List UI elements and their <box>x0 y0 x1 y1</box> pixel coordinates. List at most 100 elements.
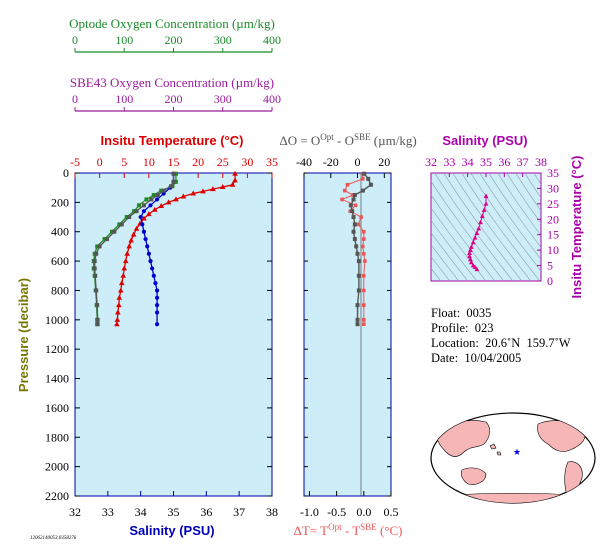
ts-point <box>467 253 472 259</box>
salinity-axis-label: Salinity (PSU) <box>129 523 214 538</box>
temperature-point <box>121 265 128 271</box>
ts-temperature-tick-label: 5 <box>547 259 553 273</box>
ts-salinity-tick-label: 33 <box>443 155 455 169</box>
salinity-tick-label: 34 <box>135 505 147 519</box>
optode_oxygen-point <box>132 209 137 214</box>
ts-density-contour <box>431 232 469 281</box>
sbe43_oxygen-point <box>93 273 98 278</box>
ts-salinity-tick-label: 38 <box>535 155 547 169</box>
temperature-point <box>120 272 127 278</box>
optode-tick-label: 400 <box>263 33 281 47</box>
delta-o-point <box>355 322 360 327</box>
optode-tick-label: 100 <box>115 33 133 47</box>
ts-density-contour <box>431 180 505 281</box>
world-map: ★ <box>430 412 596 504</box>
delta-o-point <box>351 229 356 234</box>
delta-o-tick-label: 0 <box>355 155 361 169</box>
sbe43_oxygen-point <box>119 222 124 227</box>
temperature-point <box>219 183 226 189</box>
salinity-point <box>150 266 155 271</box>
sbe43_oxygen-point <box>92 259 97 264</box>
salinity-point <box>138 214 143 220</box>
salinity-series-line <box>139 173 175 325</box>
delta-t-point <box>362 318 366 322</box>
sbe43-oxygen-axis: SBE43 Oxygen Concentration (µm/kg) 0 100 2… <box>70 75 281 112</box>
ts-density-contour <box>515 173 541 212</box>
ts-density-contour <box>434 173 514 281</box>
temperature-point <box>232 170 238 176</box>
ts-temperature-tick-label: 25 <box>547 197 559 211</box>
ts-density-contour <box>431 244 460 281</box>
optode_oxygen-point <box>151 193 156 198</box>
ts-salinity-tick-label: 32 <box>425 155 437 169</box>
delta-t-point <box>362 237 366 241</box>
salinity-point <box>146 251 151 256</box>
delta-t-point <box>362 288 366 293</box>
delta-t-tick-label: 0.0 <box>356 505 371 519</box>
optode_oxygen-point <box>159 188 164 193</box>
sbe43_oxygen-point <box>95 322 100 327</box>
temperature-point <box>126 243 132 249</box>
temperature-tick-label: -5 <box>70 155 80 169</box>
delta-o-point <box>355 303 360 308</box>
optode_oxygen-point <box>102 237 107 242</box>
temperature-point <box>114 321 120 327</box>
temperature-tick-label: 15 <box>168 155 180 169</box>
temperature-axis-label: Insitu Temperature (°C) <box>101 133 244 148</box>
temperature-point <box>232 177 238 183</box>
salinity-point <box>154 197 160 202</box>
delta-o-point <box>368 182 373 187</box>
delta-o-point <box>356 273 361 278</box>
delta-t-point <box>342 188 347 193</box>
delta-t-point <box>345 182 350 187</box>
pressure-tick-label: 1000 <box>45 313 69 327</box>
ts-density-contour <box>479 173 541 260</box>
map-antarctica <box>439 492 591 503</box>
delta-o-axis-label: ΔO = OOpt - OSBE (µm/kg) <box>279 132 416 148</box>
profile-number: Profile: 023 <box>431 321 494 335</box>
sbe43_oxygen-point <box>149 197 154 202</box>
ts-salinity-tick-label: 34 <box>462 155 474 169</box>
ts-point <box>468 256 473 262</box>
delta-t-point <box>360 244 365 249</box>
delta-o-point <box>351 215 356 220</box>
delta-t-point <box>362 322 366 327</box>
salinity-point <box>148 258 153 264</box>
salinity-tick-label: 33 <box>102 505 114 519</box>
optode_oxygen-point <box>117 222 122 227</box>
delta-t-point <box>362 273 366 278</box>
ts-salinity-label: Salinity (PSU) <box>442 133 527 148</box>
sbe43_oxygen-point <box>127 215 132 220</box>
delta-o-point <box>348 203 353 208</box>
optode_oxygen-point <box>95 244 100 249</box>
ts-density-contour <box>431 267 442 281</box>
ts-density-contour <box>431 256 451 281</box>
salinity-tick-label: 35 <box>168 505 180 519</box>
optode_oxygen-point <box>137 203 142 208</box>
sbe43_oxygen-point <box>155 193 160 198</box>
sbe43_oxygen-point <box>95 303 100 308</box>
sbe43-tick-label: 300 <box>214 92 232 106</box>
ts-temperature-tick-label: 0 <box>547 274 553 288</box>
temperature-point <box>118 280 125 286</box>
delta-t-point <box>362 229 366 234</box>
pressure-tick-label: 800 <box>51 283 69 297</box>
delta-t-tick-label: -0.5 <box>327 505 346 519</box>
location: Location: 20.6˚N 159.7˚W <box>431 336 571 350</box>
ts-point <box>474 230 480 235</box>
temperature-tick-label: 35 <box>266 155 278 169</box>
ts-density-contour <box>470 173 541 272</box>
temperature-point <box>116 302 122 308</box>
sbe43_oxygen-point <box>171 171 176 176</box>
delta-o-point <box>350 209 355 214</box>
salinity-point <box>145 244 150 249</box>
sbe43_oxygen-point <box>112 229 117 234</box>
temperature-point <box>200 188 206 194</box>
delta-o-point <box>351 197 356 202</box>
delta-t-tick-label: 0.5 <box>384 505 399 519</box>
temperature-tick-label: 10 <box>143 155 155 169</box>
salinity-point <box>154 310 160 315</box>
ts-density-contour <box>497 173 541 236</box>
salinity-tick-label: 32 <box>69 505 81 519</box>
sbe43_oxygen-point <box>169 184 174 189</box>
